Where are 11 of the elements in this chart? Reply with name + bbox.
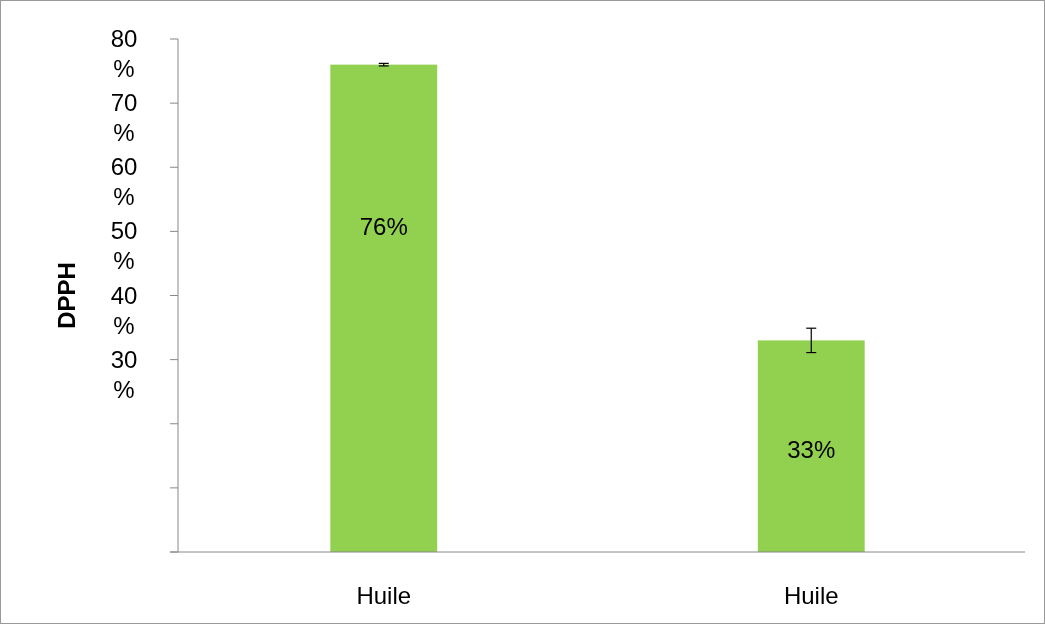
data-label: 33% (787, 435, 836, 463)
x-tick-label: Huile (356, 582, 412, 609)
y-axis-title: DPPH (53, 262, 80, 329)
y-tick-label: 30% (110, 345, 138, 403)
data-label: 76% (359, 212, 408, 240)
y-tick-label: 70% (110, 89, 138, 147)
y-tick-label: 60% (110, 153, 138, 211)
y-tick-label: 50% (110, 217, 138, 275)
y-tick-label: 40% (110, 281, 138, 339)
y-tick-label: 80% (110, 25, 138, 82)
x-tick-label: Huile (783, 582, 839, 609)
